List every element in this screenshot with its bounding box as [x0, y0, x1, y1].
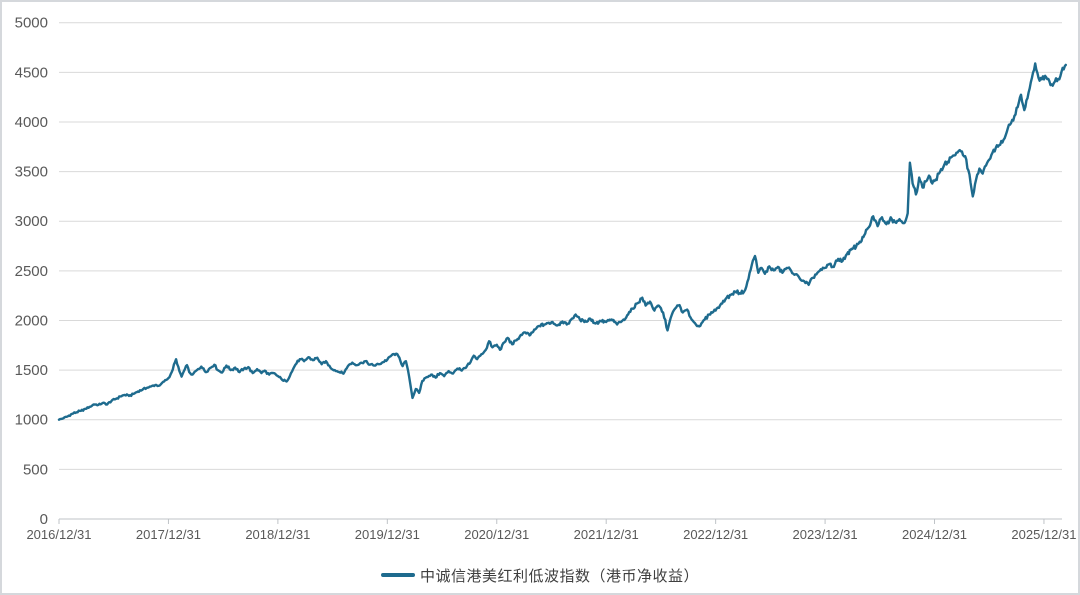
legend-line-swatch	[380, 573, 415, 577]
x-axis-tick-label: 2024/12/31	[902, 527, 967, 542]
x-axis-tick-label: 2017/12/31	[136, 527, 201, 542]
y-axis-tick-label: 4000	[15, 114, 48, 131]
y-axis-tick-label: 3000	[15, 213, 48, 230]
y-axis-tick-label: 5000	[15, 15, 48, 32]
legend-label: 中诚信港美红利低波指数（港币净收益）	[419, 567, 699, 585]
y-axis-tick-label: 500	[23, 461, 48, 478]
x-axis-tick-label: 2019/12/31	[355, 527, 420, 542]
y-axis-tick-label: 2000	[15, 312, 48, 329]
x-axis-tick-label: 2025/12/31	[1011, 527, 1076, 542]
x-axis-tick-label: 2016/12/31	[26, 527, 91, 542]
y-axis-tick-label: 2500	[15, 263, 48, 280]
x-axis-tick-label: 2021/12/31	[574, 527, 639, 542]
y-axis-tick-label: 1500	[15, 362, 48, 379]
x-axis-tick-label: 2022/12/31	[683, 527, 748, 542]
y-axis-tick-label: 4500	[15, 64, 48, 81]
y-axis-tick-label: 1000	[15, 412, 48, 429]
x-axis-tick-label: 2020/12/31	[464, 527, 529, 542]
index-series-line	[57, 62, 1067, 421]
legend: 中诚信港美红利低波指数（港币净收益）	[2, 562, 1078, 588]
x-axis-tick-label: 2018/12/31	[245, 527, 310, 542]
y-axis-tick-label: 3500	[15, 164, 48, 181]
x-axis-tick-label: 2023/12/31	[793, 527, 858, 542]
y-axis-tick-label: 0	[40, 511, 48, 528]
